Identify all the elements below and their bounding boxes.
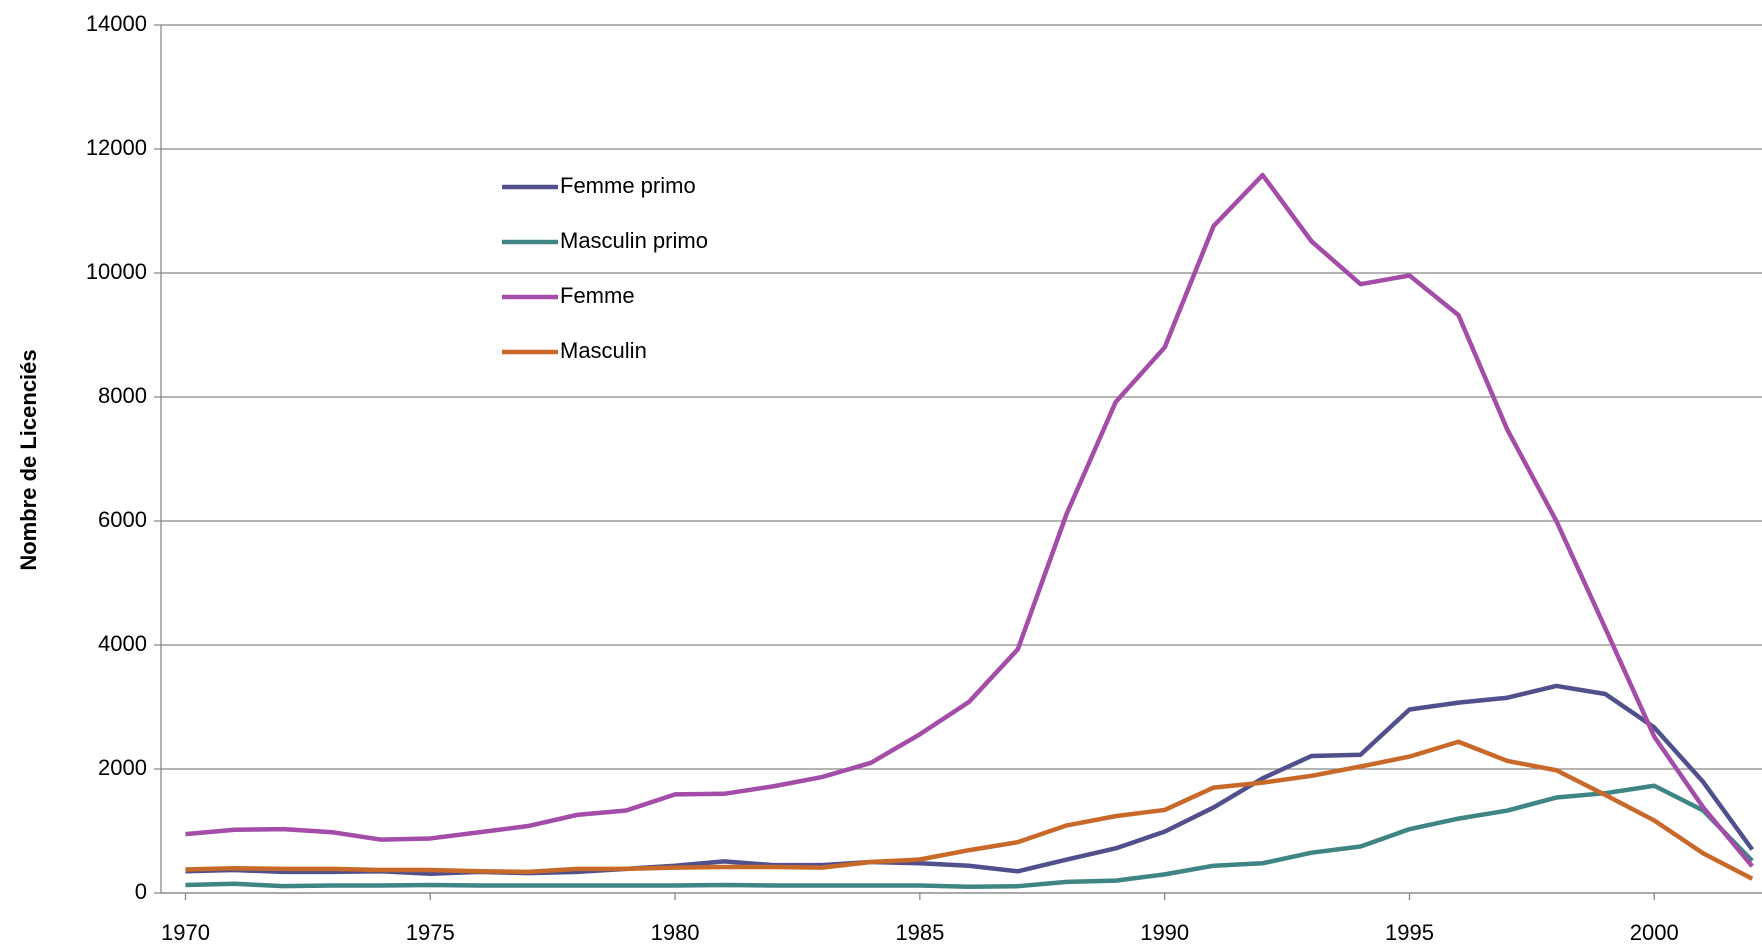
y-axis-label: Nombre de Licenciés [16, 349, 41, 570]
y-tick-label: 8000 [98, 383, 147, 408]
y-tick-label: 10000 [86, 259, 147, 284]
x-tick-label: 1995 [1385, 920, 1434, 945]
series-line [185, 172, 1754, 868]
legend-label: Masculin primo [560, 228, 708, 253]
y-tick-label: 2000 [98, 755, 147, 780]
x-tick-label: 1990 [1140, 920, 1189, 945]
series-line [185, 783, 1754, 890]
y-tick-label: 14000 [86, 11, 147, 36]
series-line [185, 683, 1755, 877]
series-line [185, 739, 1754, 881]
x-tick-label: 1975 [406, 920, 455, 945]
x-tick-label: 1970 [161, 920, 210, 945]
legend-label: Femme primo [560, 173, 696, 198]
x-tick-label: 1985 [895, 920, 944, 945]
y-tick-label: 4000 [98, 631, 147, 656]
x-tick-label: 2000 [1630, 920, 1679, 945]
y-tick-label: 6000 [98, 507, 147, 532]
legend-label: Femme [560, 283, 635, 308]
y-tick-label: 12000 [86, 135, 147, 160]
y-tick-label: 0 [135, 879, 147, 904]
legend-label: Masculin [560, 338, 647, 363]
x-tick-label: 1980 [651, 920, 700, 945]
